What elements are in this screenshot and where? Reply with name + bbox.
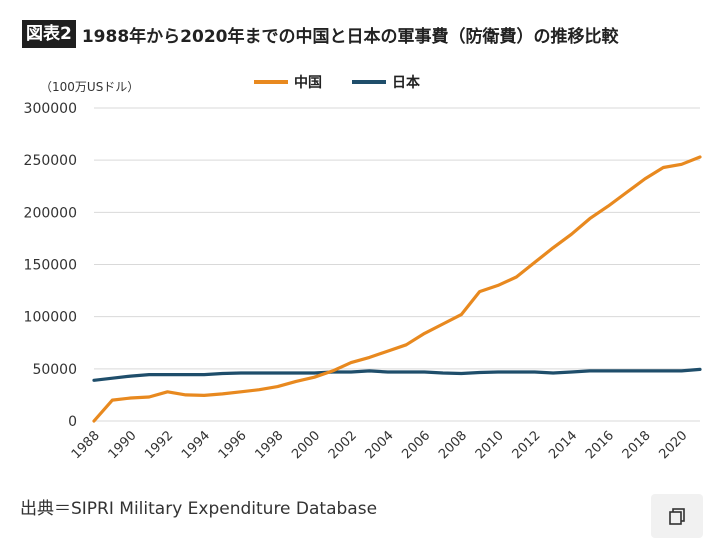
y-axis-ticks: 0 50000 100000 150000 200000 250000 300000 (24, 101, 77, 430)
legend-label: 日本 (392, 74, 421, 91)
x-tick-label: 1994 (179, 428, 213, 462)
copy-icon (669, 508, 685, 525)
y-tick-label: 100000 (24, 310, 77, 326)
series-line-0 (92, 155, 702, 423)
x-tick-label: 1998 (252, 428, 286, 462)
x-tick-label: 1988 (69, 428, 103, 462)
y-tick-label: 50000 (32, 362, 77, 378)
x-tick-label: 2006 (399, 428, 433, 462)
y-tick-label: 0 (68, 414, 77, 430)
y-tick-label: 250000 (24, 153, 77, 169)
legend: 中国 日本 (254, 74, 421, 91)
x-axis-ticks: 1988 1990 1992 1994 1996 1998 2000 2002 2004 2006… (69, 428, 691, 462)
x-tick-label: 2000 (289, 428, 323, 462)
source-note: 出典＝SIPRI Military Expenditure Database (20, 499, 378, 519)
x-tick-label: 2018 (620, 428, 654, 462)
figure-title: 1988年から2020年までの中国と日本の軍事費（防衛費）の推移比較 (81, 26, 619, 47)
x-tick-label: 2014 (546, 428, 580, 462)
figure-label: 図表2 (22, 20, 76, 48)
series-line-1 (92, 367, 702, 382)
y-tick-label: 300000 (24, 101, 77, 117)
y-axis-unit-label: （100万USドル） (40, 80, 139, 94)
x-tick-label: 2016 (583, 428, 617, 462)
copy-button[interactable] (651, 494, 703, 538)
y-tick-label: 200000 (24, 205, 77, 221)
line-chart: 0 50000 100000 150000 200000 250000 300000 198… (24, 74, 702, 462)
y-tick-label: 150000 (24, 258, 77, 274)
x-tick-label: 2004 (363, 428, 397, 462)
x-tick-label: 1996 (216, 428, 250, 462)
x-tick-label: 2012 (510, 428, 544, 462)
figure-title-row: 図表2 1988年から2020年までの中国と日本の軍事費（防衛費）の推移比較 (22, 18, 618, 50)
x-tick-label: 2008 (436, 428, 470, 462)
legend-label: 中国 (294, 74, 322, 91)
x-tick-label: 2020 (656, 428, 690, 462)
x-tick-label: 1992 (142, 428, 176, 462)
x-tick-label: 1990 (106, 428, 140, 462)
series-lines (92, 155, 702, 423)
x-tick-label: 2002 (326, 428, 360, 462)
x-tick-label: 2010 (473, 428, 507, 462)
